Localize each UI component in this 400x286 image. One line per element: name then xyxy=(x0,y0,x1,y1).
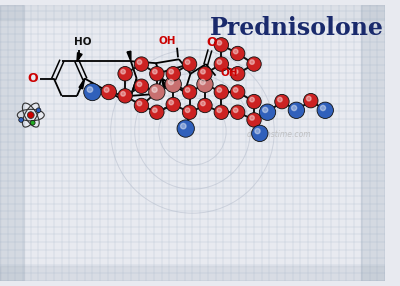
Circle shape xyxy=(182,85,197,99)
Circle shape xyxy=(250,116,254,120)
Circle shape xyxy=(150,67,164,81)
Circle shape xyxy=(152,87,157,92)
Circle shape xyxy=(169,100,174,105)
Circle shape xyxy=(30,120,35,125)
Circle shape xyxy=(166,97,180,112)
Circle shape xyxy=(36,108,41,113)
Circle shape xyxy=(217,41,222,45)
Circle shape xyxy=(214,38,228,52)
Polygon shape xyxy=(127,51,131,61)
Circle shape xyxy=(149,84,165,100)
Circle shape xyxy=(182,57,197,71)
Circle shape xyxy=(182,105,197,120)
Circle shape xyxy=(168,80,174,85)
Circle shape xyxy=(259,104,276,120)
Circle shape xyxy=(217,88,222,92)
Circle shape xyxy=(150,105,164,120)
Circle shape xyxy=(288,102,304,118)
Circle shape xyxy=(104,88,109,92)
Circle shape xyxy=(137,101,142,106)
Circle shape xyxy=(118,89,132,103)
Circle shape xyxy=(247,57,261,71)
Bar xyxy=(0,5,24,281)
Circle shape xyxy=(230,85,245,99)
Circle shape xyxy=(214,85,228,99)
Circle shape xyxy=(247,94,261,109)
Circle shape xyxy=(255,128,260,134)
Circle shape xyxy=(230,105,245,120)
Circle shape xyxy=(118,67,132,81)
Text: OH: OH xyxy=(159,36,176,46)
Text: OH: OH xyxy=(220,68,238,78)
Circle shape xyxy=(19,118,24,122)
Circle shape xyxy=(185,108,190,112)
Text: HO: HO xyxy=(74,37,92,47)
Circle shape xyxy=(320,105,326,111)
Circle shape xyxy=(87,87,93,92)
Circle shape xyxy=(84,83,101,101)
Circle shape xyxy=(306,96,311,101)
Circle shape xyxy=(137,82,142,87)
Circle shape xyxy=(101,84,116,100)
Circle shape xyxy=(198,67,212,81)
Circle shape xyxy=(278,97,282,102)
Circle shape xyxy=(121,69,125,74)
Circle shape xyxy=(233,49,238,54)
Bar xyxy=(0,266,385,281)
Circle shape xyxy=(166,67,180,81)
Circle shape xyxy=(217,108,222,112)
Bar xyxy=(0,5,385,20)
Circle shape xyxy=(134,98,149,113)
Circle shape xyxy=(28,112,34,118)
Circle shape xyxy=(233,88,238,92)
Circle shape xyxy=(230,67,245,81)
Circle shape xyxy=(121,92,125,96)
Circle shape xyxy=(165,76,181,92)
Circle shape xyxy=(250,97,254,102)
Circle shape xyxy=(247,113,261,127)
Polygon shape xyxy=(79,79,85,89)
Circle shape xyxy=(177,120,194,137)
Circle shape xyxy=(250,60,254,64)
Circle shape xyxy=(134,57,149,71)
Circle shape xyxy=(152,69,157,74)
Circle shape xyxy=(317,102,334,118)
Circle shape xyxy=(198,98,212,113)
Circle shape xyxy=(137,60,142,64)
Text: O: O xyxy=(28,72,38,85)
Circle shape xyxy=(214,105,228,120)
Circle shape xyxy=(233,69,238,74)
Circle shape xyxy=(185,88,190,92)
Circle shape xyxy=(180,123,186,129)
Circle shape xyxy=(197,76,213,92)
Circle shape xyxy=(201,101,205,106)
Circle shape xyxy=(304,94,318,108)
Circle shape xyxy=(252,125,268,142)
Circle shape xyxy=(262,107,268,112)
Circle shape xyxy=(233,108,238,112)
Text: Prednisolone: Prednisolone xyxy=(210,15,383,39)
Polygon shape xyxy=(77,53,82,61)
Bar xyxy=(361,5,385,281)
Text: O: O xyxy=(206,36,217,49)
Circle shape xyxy=(185,60,190,64)
Circle shape xyxy=(200,80,205,85)
Circle shape xyxy=(152,108,157,112)
Circle shape xyxy=(275,94,289,109)
Circle shape xyxy=(201,69,205,74)
Circle shape xyxy=(292,105,297,111)
Circle shape xyxy=(169,69,174,74)
Circle shape xyxy=(134,79,149,94)
Circle shape xyxy=(230,46,245,61)
Circle shape xyxy=(214,57,228,71)
Text: dreamstime.com: dreamstime.com xyxy=(247,130,311,139)
Circle shape xyxy=(217,60,222,64)
Polygon shape xyxy=(162,79,167,89)
